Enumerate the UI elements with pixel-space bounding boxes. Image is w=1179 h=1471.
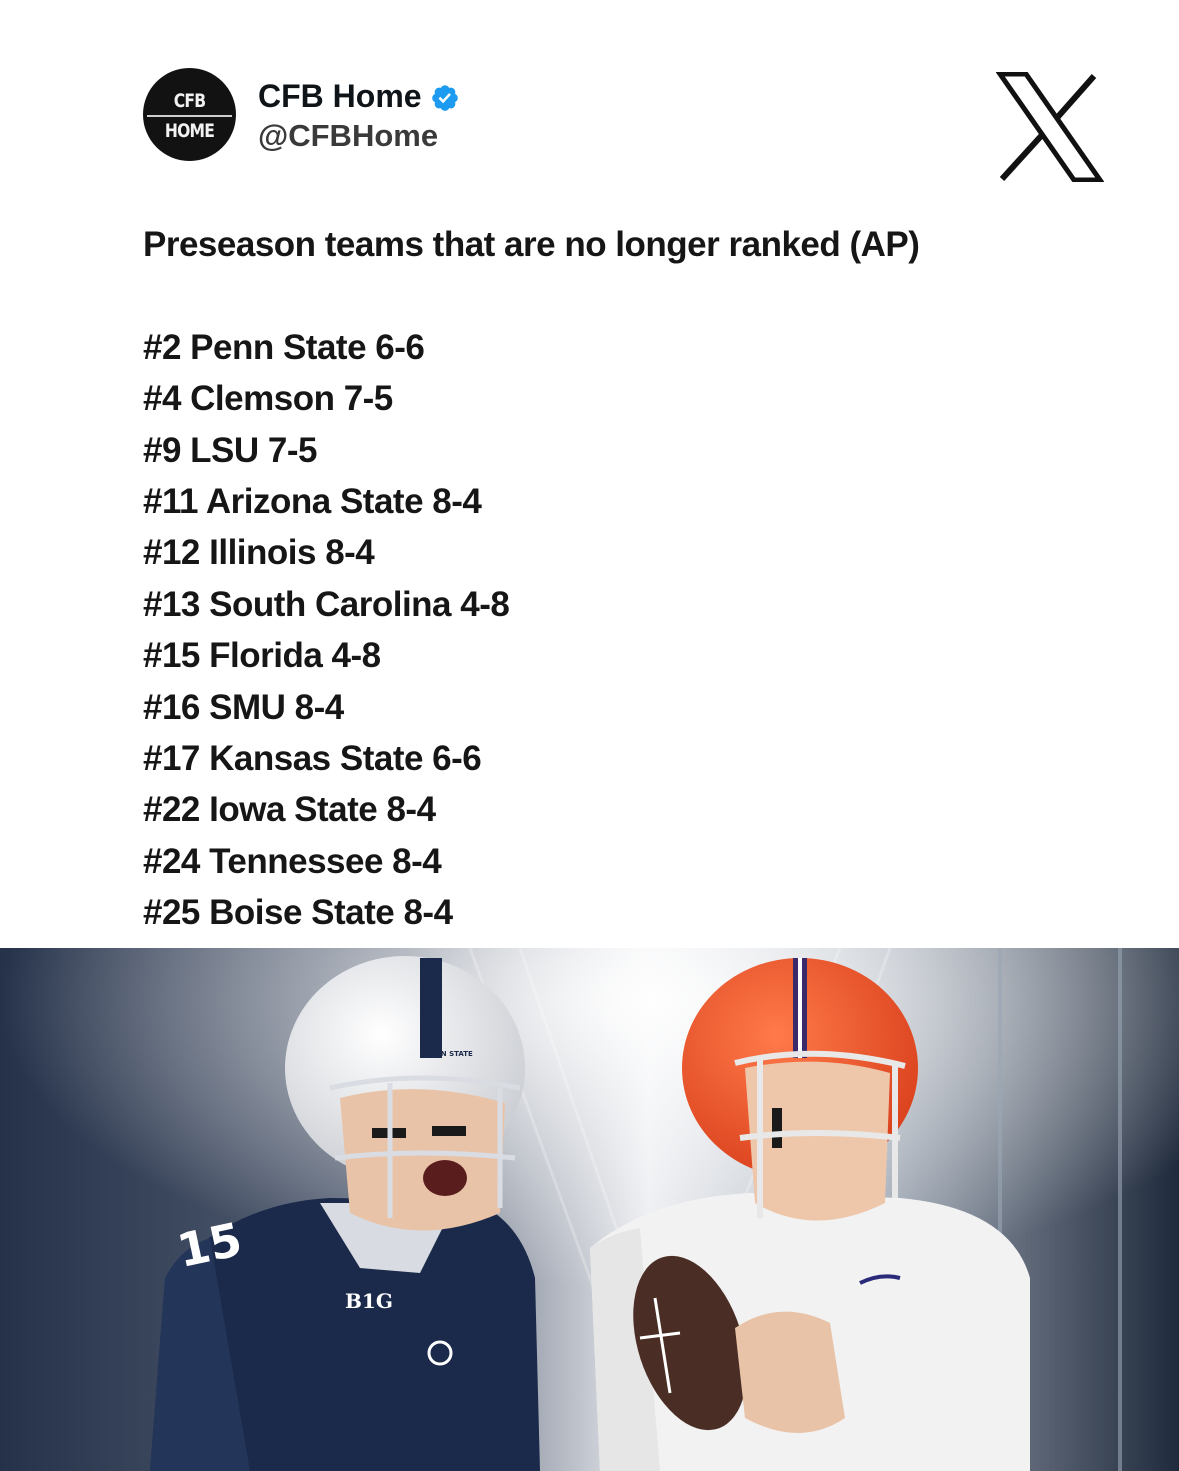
list-item: #13 South Carolina 4-8 [143, 584, 510, 624]
left-chest-logo: B1G [345, 1289, 393, 1313]
list-item: #4 Clemson 7-5 [143, 379, 393, 419]
verified-badge-icon [432, 85, 458, 111]
list-item: #12 Illinois 8-4 [143, 533, 375, 573]
penn-state-player: 15 B1G PENN STATE [150, 956, 540, 1471]
tweet-text: Preseason teams that are no longer ranke… [143, 219, 1123, 938]
list-item: #11 Arizona State 8-4 [143, 481, 482, 521]
avatar-line2: HOME [164, 120, 215, 142]
left-helmet-text: PENN STATE [425, 1050, 473, 1058]
avatar-line1: CFB [173, 90, 206, 112]
list-item: #17 Kansas State 6-6 [143, 738, 482, 778]
left-jersey-number: 15 [173, 1212, 247, 1278]
tweet-card: CFB HOME CFB Home @CFBHome Preseason tea… [143, 68, 1123, 938]
list-item: #24 Tennessee 8-4 [143, 841, 442, 881]
account-handle[interactable]: @CFBHome [258, 118, 439, 153]
list-item: #16 SMU 8-4 [143, 687, 344, 727]
clemson-player [590, 958, 1030, 1471]
list-item: #25 Boise State 8-4 [143, 893, 453, 933]
list-item: #9 LSU 7-5 [143, 430, 317, 470]
media-image[interactable]: 15 B1G PENN STATE [0, 948, 1179, 1471]
list-item: #15 Florida 4-8 [143, 636, 381, 676]
tweet-headline: Preseason teams that are no longer ranke… [143, 225, 920, 264]
display-name[interactable]: CFB Home [258, 78, 422, 114]
avatar-divider [147, 115, 232, 117]
football-players-illustration: 15 B1G PENN STATE [0, 948, 1179, 1471]
x-logo-icon [996, 72, 1104, 182]
list-item: #2 Penn State 6-6 [143, 327, 425, 367]
avatar[interactable]: CFB HOME [143, 68, 236, 161]
team-list: #2 Penn State 6-6 #4 Clemson 7-5 #9 LSU … [143, 322, 1123, 939]
list-item: #22 Iowa State 8-4 [143, 790, 436, 830]
blank-line [143, 270, 1123, 321]
